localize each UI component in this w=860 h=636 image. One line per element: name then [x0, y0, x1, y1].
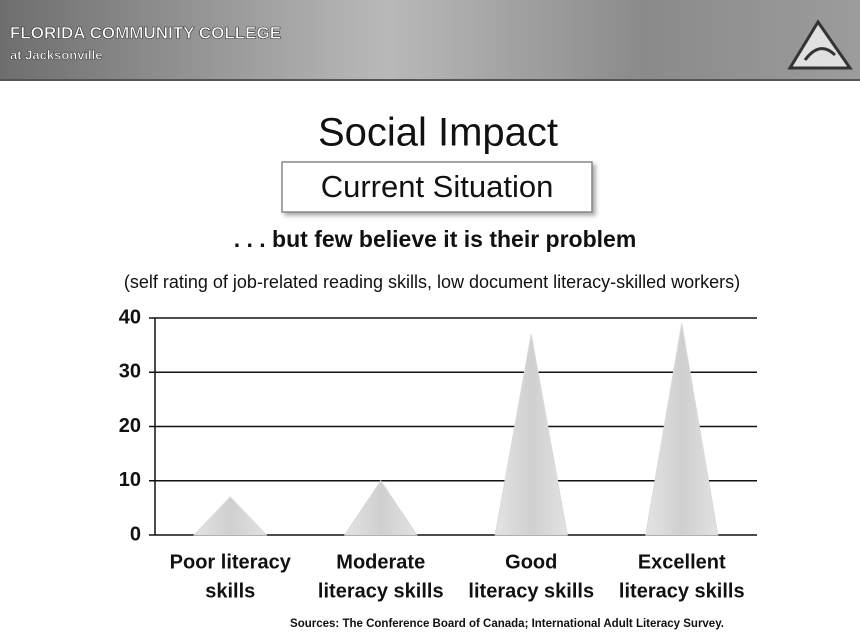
cone	[494, 334, 568, 536]
cone	[645, 323, 719, 536]
tagline: . . . but few believe it is their proble…	[234, 226, 637, 252]
x-tick-label: literacy skills	[619, 580, 745, 602]
x-tick-label: Good	[505, 551, 557, 573]
slide-title: Social Impact	[318, 111, 558, 155]
x-tick-label: literacy skills	[318, 580, 444, 602]
x-tick-label: Poor literacy	[170, 551, 292, 573]
logo	[787, 19, 853, 70]
y-tick-label: 20	[119, 415, 141, 437]
college-name: Florida Community College	[10, 23, 281, 42]
chart-caption: (self rating of job-related reading skil…	[124, 272, 740, 292]
y-tick-label: 10	[119, 469, 141, 491]
x-tick-label: Moderate	[336, 551, 425, 573]
x-tick-label: literacy skills	[468, 580, 594, 602]
y-tick-label: 0	[130, 523, 141, 545]
cone	[343, 479, 418, 536]
x-tick-label: Excellent	[638, 551, 726, 573]
subtitle-box	[281, 161, 593, 213]
source-note: Sources: The Conference Board of Canada;…	[290, 618, 724, 630]
header-banner	[0, 0, 860, 80]
slide-subtitle: Current Situation	[321, 169, 554, 204]
x-tick-label: skills	[205, 580, 255, 602]
cone	[193, 496, 268, 536]
y-tick-label: 40	[119, 306, 141, 328]
y-tick-label: 30	[119, 361, 141, 383]
campus-name: at Jacksonville	[10, 47, 103, 62]
